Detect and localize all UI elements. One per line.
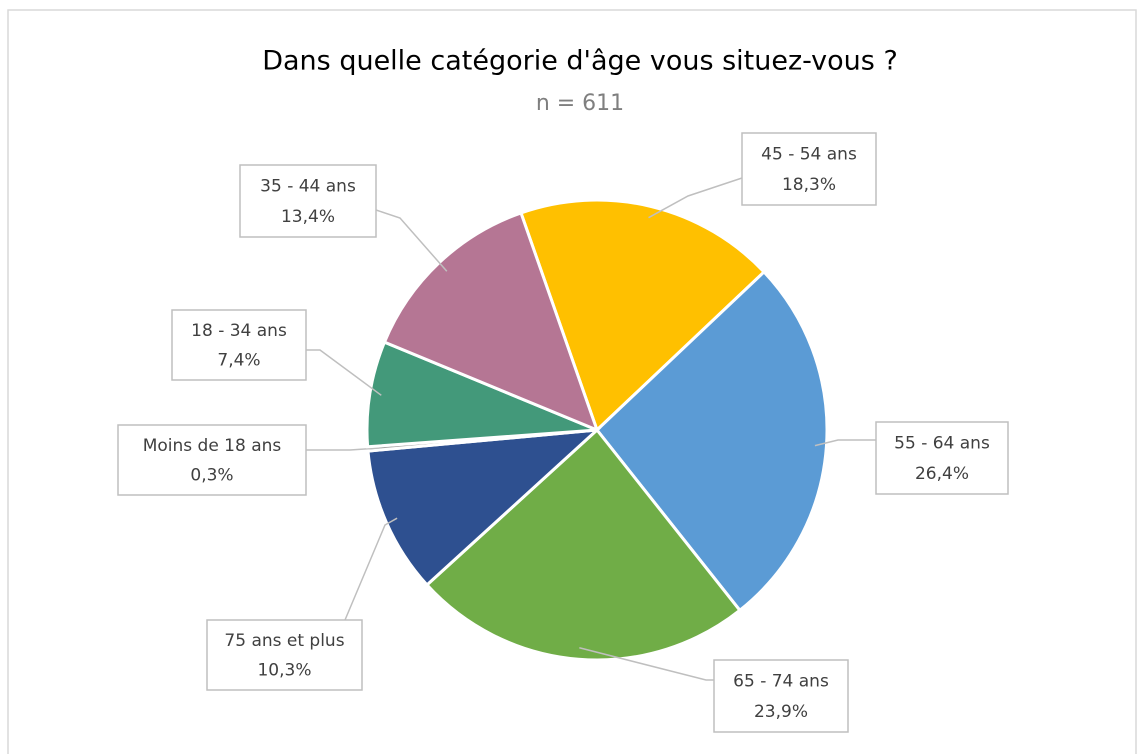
slice-category: 55 - 64 ans — [894, 434, 990, 454]
slice-value-label: 23,9% — [754, 702, 808, 722]
chart-title: Dans quelle catégorie d'âge vous situez-… — [262, 46, 898, 77]
slice-value-label: 7,4% — [217, 350, 260, 370]
slice-category: 45 - 54 ans — [761, 145, 857, 165]
leader-line — [344, 517, 398, 621]
slice-category: 75 ans et plus — [224, 631, 344, 651]
slice-category: Moins de 18 ans — [143, 436, 282, 456]
leader-line — [814, 439, 876, 447]
leader-line — [579, 647, 714, 681]
label-box — [741, 132, 877, 206]
leader-line — [306, 349, 382, 396]
pie-slice — [365, 340, 598, 449]
label-box — [713, 659, 849, 733]
label-box — [206, 619, 363, 691]
slice-value-label: 10,3% — [257, 660, 311, 680]
pie-slice — [424, 427, 742, 662]
leader-line — [306, 447, 380, 451]
leader-line — [648, 177, 743, 219]
pie-slice — [594, 269, 829, 613]
label-box — [239, 164, 377, 238]
slice-category: 35 - 44 ans — [260, 177, 356, 197]
slice-value-label: 18,3% — [782, 175, 836, 195]
chart-subtitle: n = 611 — [536, 91, 624, 116]
slice-value-label: 0,3% — [190, 465, 233, 485]
label-box — [875, 421, 1009, 495]
pie-slice — [366, 428, 602, 588]
pie-slice — [519, 198, 767, 433]
slice-category: 65 - 74 ans — [733, 672, 829, 692]
leader-line — [375, 209, 448, 272]
slice-category: 18 - 34 ans — [191, 321, 287, 341]
slice-value-label: 26,4% — [915, 464, 969, 484]
slice-value-label: 13,4% — [281, 207, 335, 227]
label-box — [171, 309, 307, 381]
label-box — [117, 424, 307, 496]
